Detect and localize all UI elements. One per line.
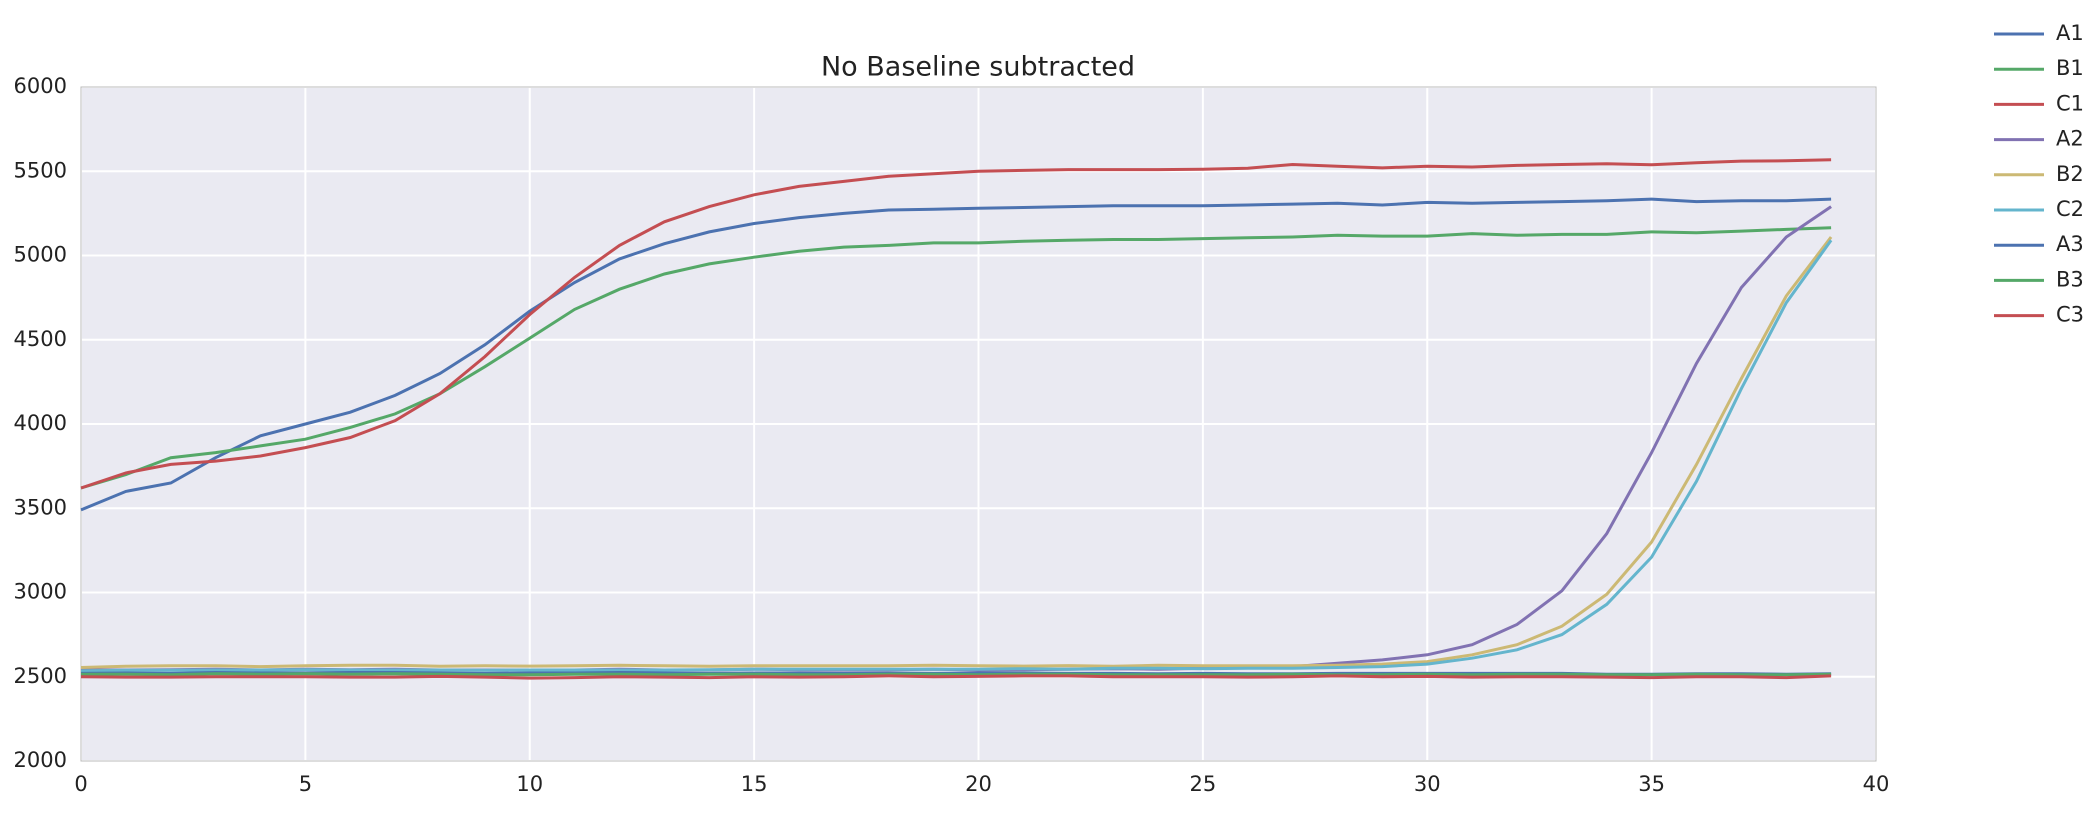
legend-label: C3 <box>2056 303 2084 327</box>
x-tick-label: 25 <box>1190 772 1217 796</box>
x-tick-label: 20 <box>965 772 992 796</box>
y-tick-label: 5000 <box>14 243 67 267</box>
legend-label: A2 <box>2056 127 2084 151</box>
series-line <box>80 236 1833 669</box>
x-tick-label: 10 <box>516 772 543 796</box>
legend-label: B2 <box>2056 162 2084 186</box>
series-line <box>80 197 1832 512</box>
plot-frame <box>80 86 1877 762</box>
y-tick-label: 4000 <box>14 411 67 435</box>
series-line <box>80 158 1832 490</box>
legend-label: C2 <box>2056 197 2084 221</box>
x-tick-label: 15 <box>741 772 768 796</box>
y-tick-label: 3500 <box>14 495 67 519</box>
chart-title: No Baseline subtracted <box>821 52 1135 83</box>
x-tick-label: 5 <box>299 772 312 796</box>
x-tick-label: 0 <box>74 772 87 796</box>
legend-label: A3 <box>2056 232 2084 256</box>
y-tick-label: 2500 <box>14 664 67 688</box>
y-tick-label: 6000 <box>14 74 67 98</box>
series-line <box>81 672 1832 677</box>
y-tick-label: 4500 <box>14 327 67 351</box>
legend-label: C1 <box>2056 91 2084 115</box>
x-tick-label: 40 <box>1863 772 1890 796</box>
legend-label: A1 <box>2056 21 2084 45</box>
series-line <box>80 226 1832 490</box>
series-line <box>80 674 1832 680</box>
series-line <box>80 239 1833 673</box>
x-tick-label: 30 <box>1414 772 1441 796</box>
y-tick-label: 3000 <box>14 580 67 604</box>
x-tick-label: 35 <box>1638 772 1665 796</box>
y-tick-label: 5500 <box>14 158 67 182</box>
legend-label: B3 <box>2056 267 2084 291</box>
y-tick-label: 2000 <box>14 748 67 772</box>
legend-label: B1 <box>2056 56 2084 80</box>
